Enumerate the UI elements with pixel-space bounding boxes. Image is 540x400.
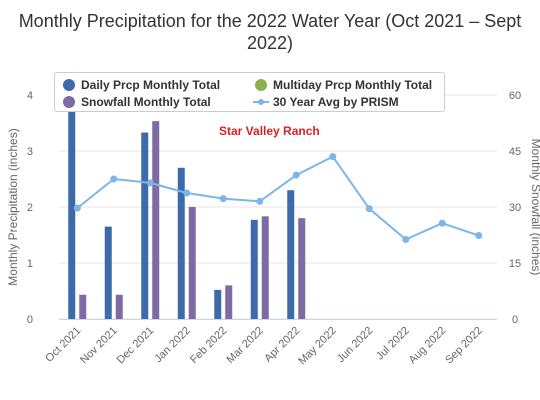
bar-snowfall <box>261 216 269 319</box>
bar-daily-prcp <box>214 289 222 319</box>
x-tick-label: Aug 2022 <box>407 325 449 367</box>
chart-title: Monthly Precipitation for the 2022 Water… <box>18 11 522 53</box>
bar-daily-prcp <box>104 226 112 319</box>
bar-snowfall <box>188 207 196 319</box>
bar-snowfall <box>115 294 123 319</box>
legend-item-snowfall[interactable]: Snowfall Monthly Total <box>63 95 211 109</box>
legend-label-multiday: Multiday Prcp Monthly Total <box>273 78 433 92</box>
x-tick-label: Oct 2021 <box>43 325 83 365</box>
legend-item-multiday[interactable]: Multiday Prcp Monthly Total <box>255 78 432 92</box>
y-tick-left: 4 <box>27 90 33 102</box>
point-prism-avg <box>292 171 300 179</box>
legend-label-daily: Daily Prcp Monthly Total <box>81 78 221 92</box>
bar-daily-prcp <box>287 190 295 319</box>
point-prism-avg <box>110 175 118 183</box>
y-tick-left: 2 <box>27 202 33 214</box>
legend-swatch-snowfall <box>63 96 75 108</box>
x-tick-label: Sep 2022 <box>443 325 485 367</box>
bar-snowfall <box>152 121 160 319</box>
x-tick-label: Dec 2021 <box>115 325 157 367</box>
line-prism-avg <box>76 155 480 241</box>
y-tick-right: 45 <box>509 146 521 158</box>
x-tick-label: Nov 2021 <box>78 325 120 367</box>
legend-item-prism[interactable]: 30 Year Avg by PRISM <box>253 95 399 109</box>
x-tick-label: Mar 2022 <box>225 325 266 366</box>
y-tick-left: 3 <box>27 146 33 158</box>
legend-swatch-multiday <box>255 79 267 91</box>
x-tick-label: Jul 2022 <box>374 325 412 363</box>
bar-snowfall <box>298 218 306 319</box>
bar-snowfall <box>79 294 87 319</box>
point-prism-avg <box>329 153 337 161</box>
y-tick-right: 0 <box>512 314 518 326</box>
y-tick-right: 30 <box>509 202 521 214</box>
y-axis-title-left: Monthly Precipitation (inches) <box>6 128 20 285</box>
point-prism-avg <box>219 195 227 203</box>
point-prism-avg <box>183 189 191 197</box>
x-tick-label: Jun 2022 <box>335 325 375 365</box>
legend-swatch-prism <box>253 96 269 108</box>
bar-daily-prcp <box>177 167 185 319</box>
point-prism-avg <box>438 219 446 227</box>
bar-daily-prcp <box>141 132 149 319</box>
y-tick-left: 0 <box>27 314 33 326</box>
point-prism-avg <box>402 235 410 243</box>
point-prism-avg <box>365 205 373 213</box>
y-tick-right: 60 <box>509 90 521 102</box>
y-tick-left: 1 <box>27 258 33 270</box>
point-prism-avg <box>146 179 154 187</box>
bar-daily-prcp <box>250 219 258 319</box>
x-tick-label: May 2022 <box>296 325 339 368</box>
legend-label-snowfall: Snowfall Monthly Total <box>81 95 211 109</box>
x-tick-label: Jan 2022 <box>152 325 192 365</box>
legend: Daily Prcp Monthly Total Multiday Prcp M… <box>54 72 445 112</box>
legend-item-daily[interactable]: Daily Prcp Monthly Total <box>63 78 220 92</box>
bar-snowfall <box>225 285 233 319</box>
point-prism-avg <box>475 232 483 240</box>
station-annotation: Star Valley Ranch <box>219 124 320 138</box>
bar-daily-prcp <box>68 111 76 319</box>
point-prism-avg <box>256 197 264 205</box>
y-axis-title-right: Monthly Snowfall (inches) <box>529 139 540 276</box>
legend-label-prism: 30 Year Avg by PRISM <box>273 95 399 109</box>
y-tick-right: 15 <box>509 258 521 270</box>
x-tick-label: Feb 2022 <box>188 325 229 366</box>
legend-swatch-daily <box>63 79 75 91</box>
point-prism-avg <box>73 204 81 212</box>
